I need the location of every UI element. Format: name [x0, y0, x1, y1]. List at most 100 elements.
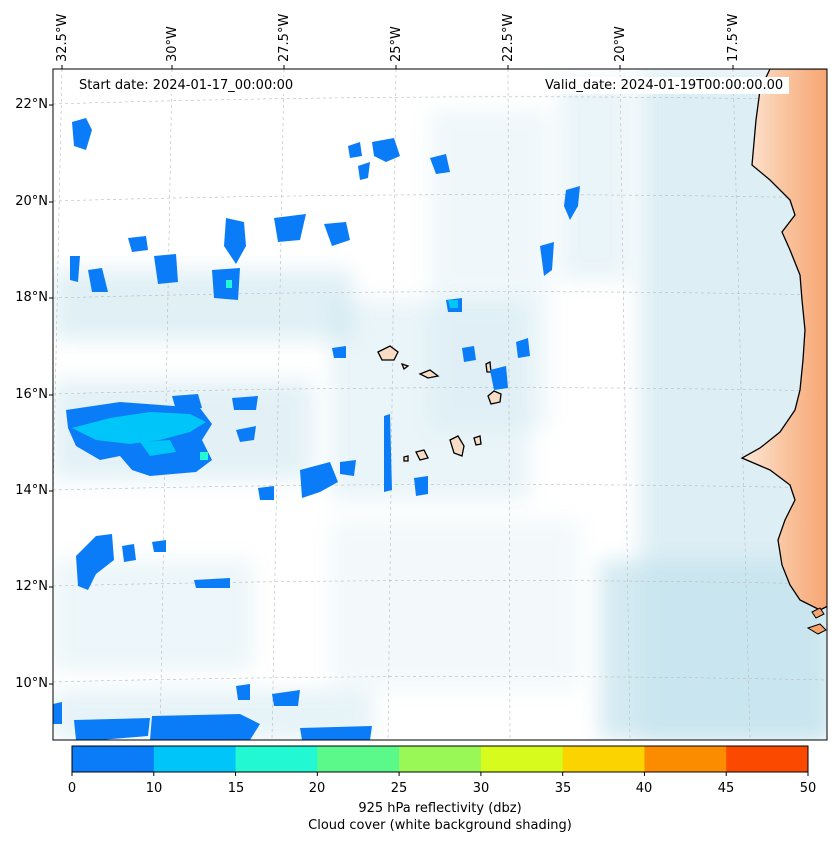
lat-ticks: [49, 104, 53, 685]
meridian-line: [271, 69, 285, 740]
island-santo-antao: [377, 345, 399, 361]
reflectivity-cell: [88, 268, 108, 292]
reflectivity-cell: [540, 242, 554, 276]
reflectivity-cell: [372, 138, 400, 162]
reflectivity-cell: [150, 714, 260, 740]
cloud-band: [330, 520, 580, 690]
colorbar: [71, 745, 809, 776]
reflectivity-cell: [274, 214, 306, 242]
lon-label: 25°W: [389, 26, 404, 62]
lon-label: 22.5°W: [501, 13, 516, 62]
reflectivity-cell: [430, 154, 450, 174]
reflectivity-cell: [384, 414, 392, 492]
lon-label: 30°W: [165, 26, 180, 62]
reflectivity-core: [140, 440, 176, 456]
island-sao-nicolau: [418, 369, 440, 379]
colorbar-segment: [399, 746, 482, 772]
reflectivity-cell: [564, 186, 580, 220]
reflectivity-cell: [232, 396, 258, 410]
colorbar-title: 925 hPa reflectivity (dbz): [358, 801, 522, 816]
africa-coast: [740, 69, 827, 611]
colorbar-tick-label: 10: [145, 781, 163, 796]
colorbar-tick-label: 30: [472, 781, 490, 796]
reflectivity-cell: [490, 366, 508, 390]
parallel-line: [53, 194, 827, 202]
colorbar-segment: [72, 746, 155, 772]
island-fogo: [415, 449, 429, 461]
colorbar-tick-label: 25: [390, 781, 408, 796]
cloud-band: [560, 80, 630, 280]
reflectivity-core: [72, 412, 206, 444]
colorbar-tick-label: 0: [67, 781, 77, 796]
reflectivity-peaks: [200, 280, 232, 460]
meridian-line: [507, 69, 511, 740]
reflectivity-peak: [226, 280, 232, 288]
colorbar-subtitle: Cloud cover (white background shading): [308, 818, 572, 833]
meridian-line: [159, 69, 173, 740]
reflectivity-cell: [72, 118, 92, 150]
parallel-line: [53, 676, 827, 683]
map-content: [53, 69, 827, 740]
meridian-line: [387, 69, 397, 740]
lon-label: 27.5°W: [277, 13, 292, 62]
reflectivity-cell: [172, 394, 202, 410]
island-bijagos: [806, 623, 827, 635]
reflectivity-cell: [236, 684, 250, 700]
colorbar-border: [71, 745, 809, 773]
reflectivity-cell: [414, 476, 428, 496]
reflectivity-cell: [516, 338, 530, 358]
colorbar-tick-label: 40: [635, 781, 653, 796]
cape-verde-islands: [377, 345, 502, 462]
colorbar-segment: [644, 746, 727, 772]
reflectivity-cell: [340, 460, 356, 476]
valid-date-label: Valid_date: 2024-01-19T00:00:00.00: [539, 77, 790, 94]
colorbar-tick-label: 20: [308, 781, 326, 796]
colorbar-tick-label: 15: [227, 781, 245, 796]
colorbar-tick-label: 45: [717, 781, 735, 796]
reflectivity-cell: [194, 578, 230, 588]
lat-label: 12°N: [15, 579, 48, 594]
cloud-band: [600, 560, 827, 740]
reflectivity-cell: [348, 142, 362, 158]
island-brava: [403, 455, 409, 462]
parallel-line: [53, 291, 827, 299]
island-maio: [473, 435, 482, 446]
reflectivity-cell: [462, 346, 476, 362]
parallel-line: [53, 96, 827, 105]
colorbar-segment: [153, 746, 237, 772]
lat-label: 14°N: [15, 483, 48, 498]
reflectivity-cell: [300, 462, 338, 498]
reflectivity-cores: [72, 300, 458, 456]
island-sao-vicente: [400, 362, 410, 371]
lon-label: 32.5°W: [55, 13, 70, 62]
colorbar-tick-label: 50: [799, 781, 817, 796]
reflectivity-cell: [224, 218, 246, 264]
parallel-line: [53, 580, 827, 587]
reflectivity-cell: [358, 162, 370, 180]
reflectivity-cell: [76, 534, 114, 590]
reflectivity-cell: [332, 346, 346, 358]
island-santiago: [449, 435, 465, 457]
lon-ticks: [61, 65, 734, 69]
reflectivity-cell: [128, 236, 148, 252]
meridian-line: [732, 69, 751, 740]
lon-label: 20°W: [613, 26, 628, 62]
island-boa-vista: [487, 390, 502, 405]
colorbar-tick-label: 35: [554, 781, 572, 796]
lat-label: 20°N: [15, 194, 48, 209]
map-frame: [52, 68, 828, 741]
meridian-line: [619, 69, 631, 740]
start-date-label: Start date: 2024-01-17_00:00:00: [73, 77, 300, 94]
colorbar-segment: [726, 746, 809, 772]
reflectivity-cell: [324, 222, 350, 246]
reflectivity-cell: [272, 690, 300, 706]
reflectivity-cell: [53, 702, 62, 724]
lat-label: 10°N: [15, 676, 48, 691]
reflectivity-cell: [70, 256, 80, 282]
cloud-band: [430, 110, 550, 430]
reflectivity-peak: [200, 452, 208, 460]
reflectivity-cell: [300, 726, 372, 740]
colorbar-segment: [235, 746, 318, 772]
parallel-line: [53, 484, 827, 491]
